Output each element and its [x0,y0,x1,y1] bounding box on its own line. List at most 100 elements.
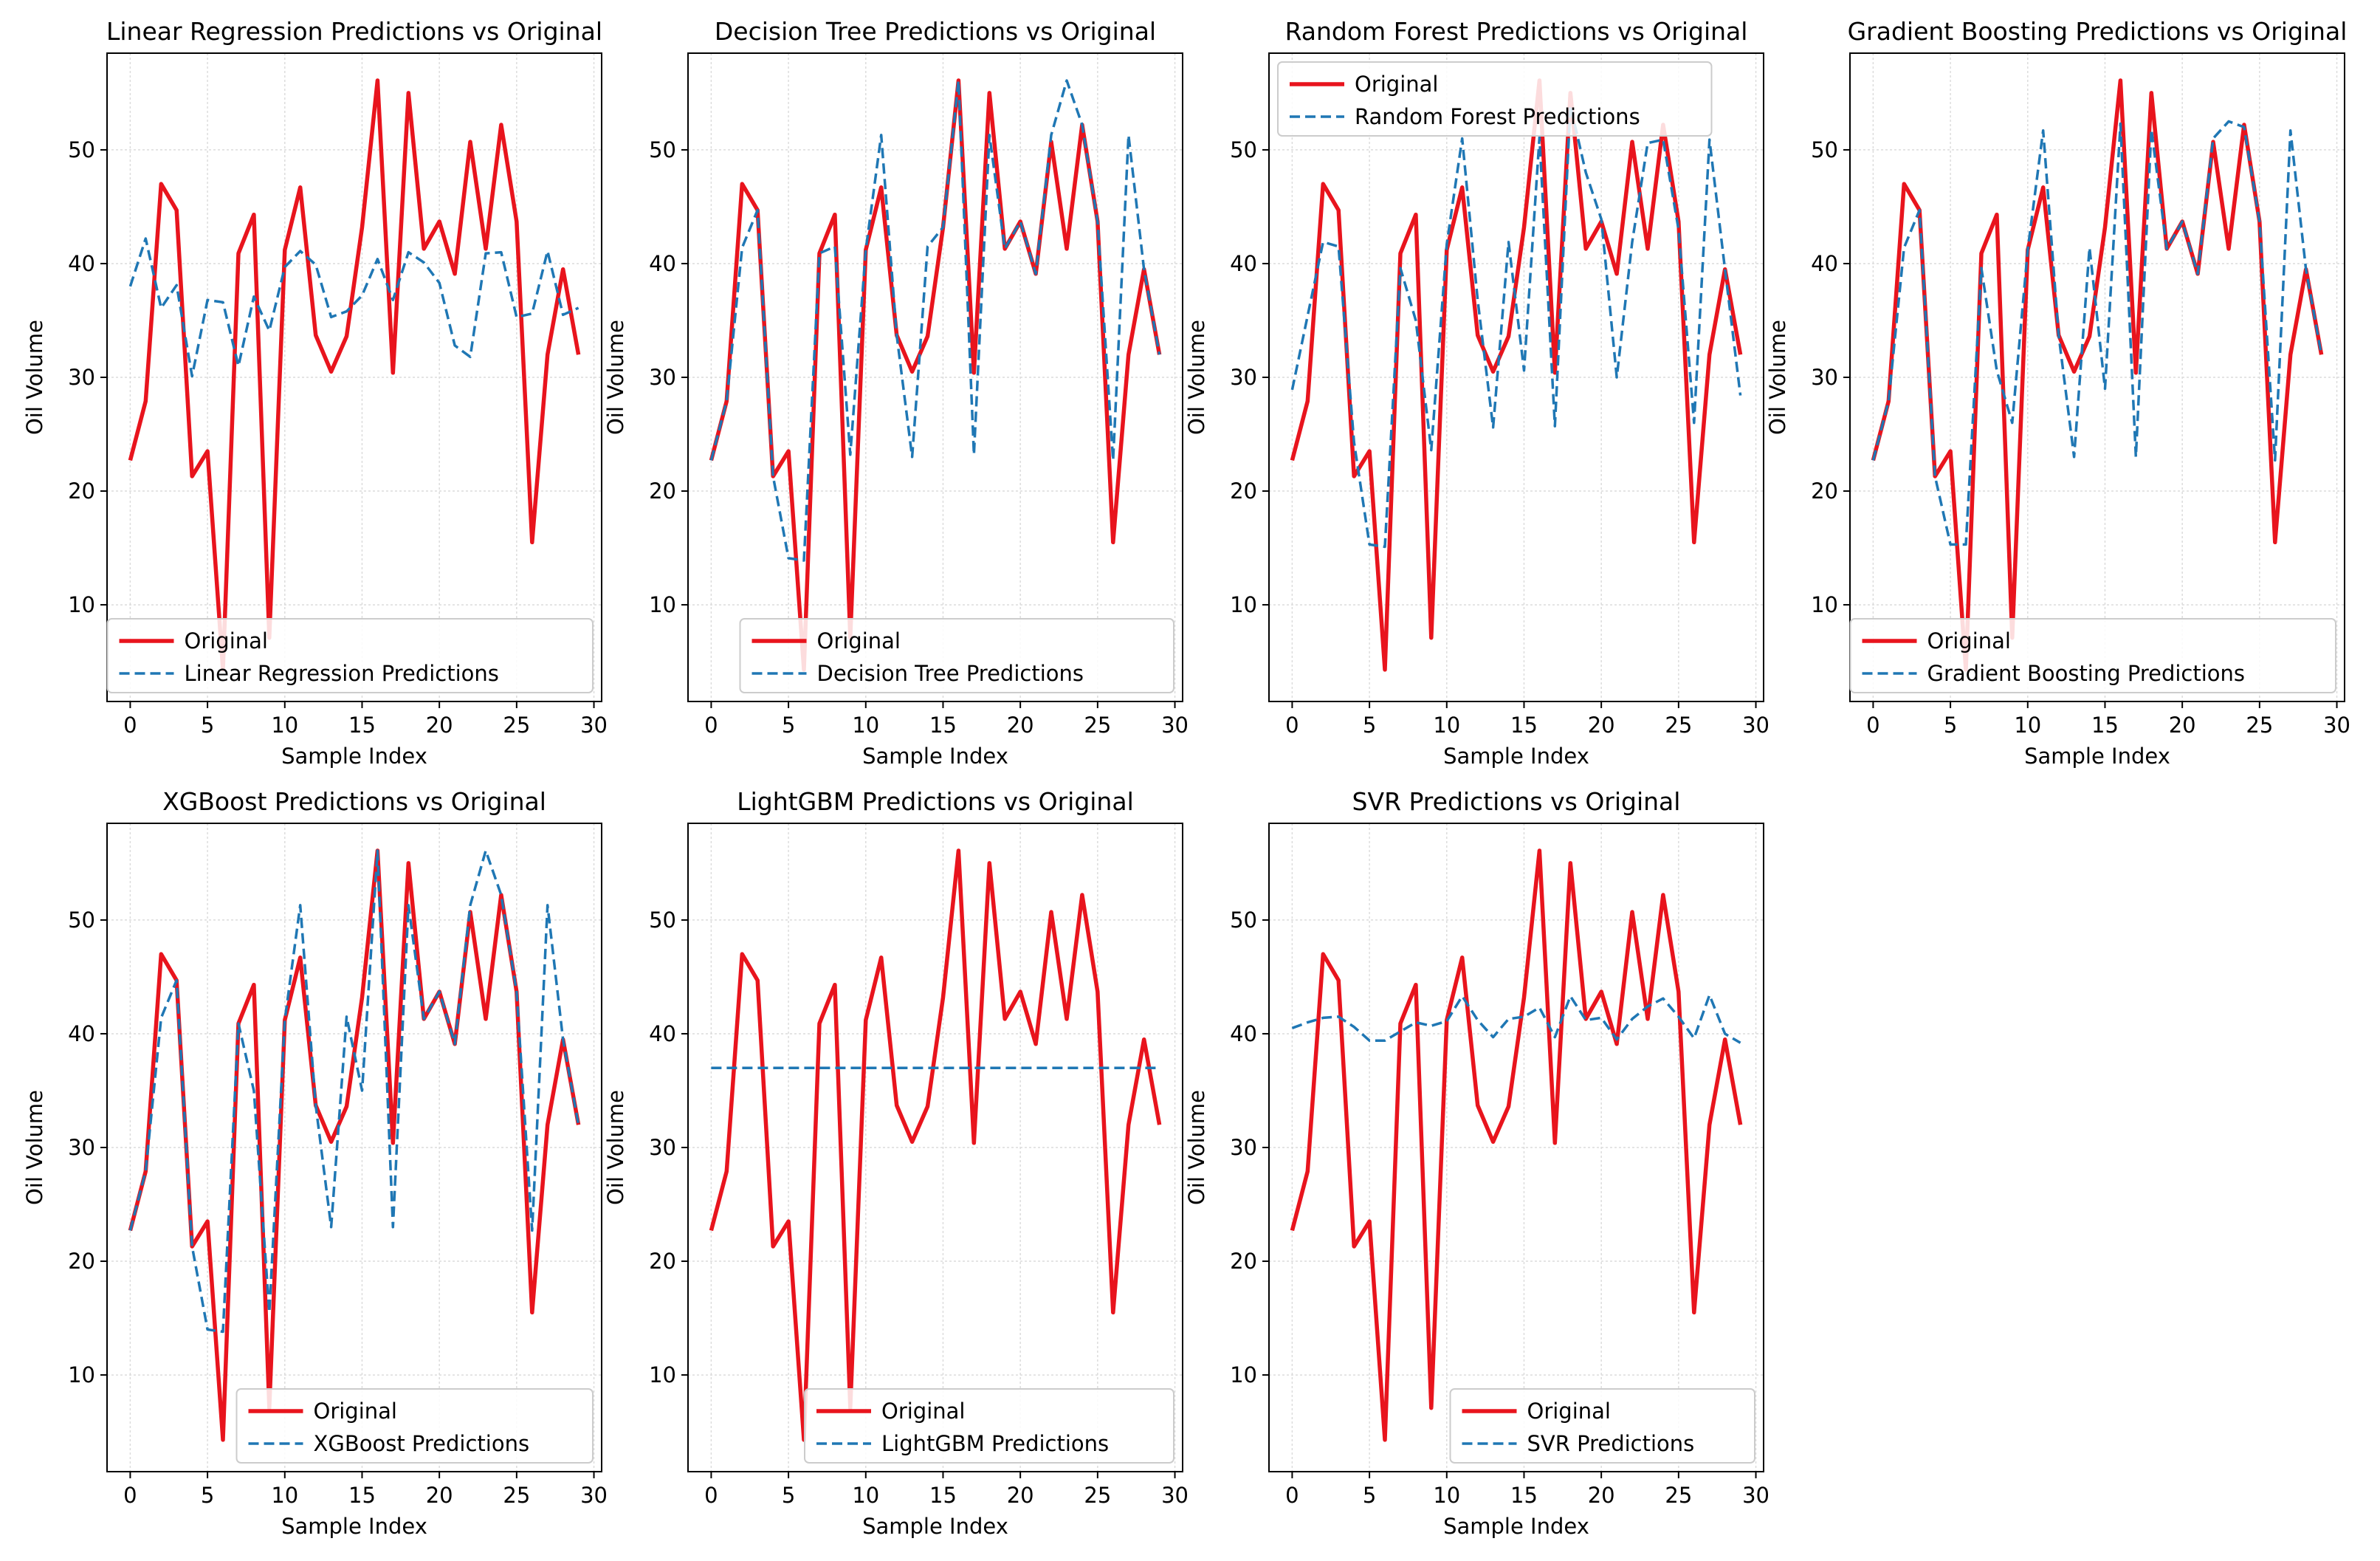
y-tick-label: 50 [68,137,95,162]
legend-label: Random Forest Predictions [1355,104,1640,129]
x-tick-label: 25 [503,713,530,738]
y-tick-label: 40 [68,1021,95,1046]
x-tick-label: 5 [1363,713,1376,738]
y-tick-label: 50 [68,908,95,933]
axes-frame [106,52,602,702]
original-line [128,78,581,672]
chart-title: XGBoost Predictions vs Original [162,787,546,816]
chart-title: LightGBM Predictions vs Original [737,787,1134,816]
legend-box [739,618,1174,693]
legend-label: Linear Regression Predictions [185,661,499,686]
x-axis-label: Sample Index [281,744,427,769]
y-tick-label: 20 [68,1249,95,1274]
y-tick-label: 10 [1811,592,1838,617]
y-tick-label: 40 [68,251,95,276]
y-tick-label: 10 [1230,1362,1257,1387]
prediction-line [128,849,580,1334]
original-line [709,848,1162,1442]
y-tick-label: 30 [1230,1135,1257,1160]
y-tick-label: 30 [68,1135,95,1160]
y-tick-label: 30 [68,365,95,390]
legend: Original Random Forest Predictions [1277,61,1713,137]
original-line [128,848,581,1442]
x-tick-label: 30 [1742,1483,1769,1508]
legend: Original LightGBM Predictions [804,1388,1174,1464]
y-tick-label: 50 [1230,908,1257,933]
y-tick-label: 10 [649,1362,676,1387]
y-tick-label: 20 [1230,478,1257,504]
y-tick-label: 10 [1230,592,1257,617]
x-axis-label: Sample Index [2024,744,2170,769]
subplot-3: 0 5 10 15 20 25 30 10 20 30 40 50 Sample Index Oil Vo… [1184,17,1769,769]
x-tick-label: 5 [201,1483,214,1508]
y-tick-label: 30 [649,365,676,390]
x-tick-label: 10 [271,1483,298,1508]
y-tick-label: 10 [649,592,676,617]
y-tick-label: 20 [1811,478,1838,504]
y-tick-label: 10 [68,592,95,617]
y-tick-label: 20 [68,478,95,504]
y-tick-label: 40 [1230,251,1257,276]
legend-box [1849,618,2336,693]
legend-label: Original [185,628,268,653]
chart-title: Gradient Boosting Predictions vs Origina… [1848,17,2348,46]
y-tick-label: 50 [1230,137,1257,162]
prediction-line [1871,120,2323,546]
legend: Original Gradient Boosting Predictions [1849,618,2336,693]
legend-label: Original [314,1399,397,1424]
y-tick-label: 40 [1230,1021,1257,1046]
y-tick-label: 50 [649,137,676,162]
x-tick-label: 0 [1866,713,1879,738]
chart-title: Random Forest Predictions vs Original [1285,17,1748,46]
x-tick-label: 5 [1363,1483,1376,1508]
x-tick-label: 0 [1285,1483,1299,1508]
y-tick-label: 20 [649,478,676,504]
prediction-line [1290,104,1742,549]
x-tick-label: 10 [1433,1483,1460,1508]
legend-label: SVR Predictions [1527,1431,1695,1456]
prediction-line [1291,993,1741,1044]
y-axis-label: Oil Volume [603,1090,628,1205]
x-tick-label: 5 [201,713,214,738]
x-tick-label: 30 [2323,713,2350,738]
original-line [1290,78,1743,672]
legend: Original Linear Regression Predictions [106,618,594,693]
x-tick-label: 15 [929,713,957,738]
subplot-6: 0 5 10 15 20 25 30 10 20 30 40 50 Sample Index Oil Vo… [603,787,1189,1539]
x-tick-label: 0 [123,1483,137,1508]
legend-label: XGBoost Predictions [314,1431,530,1456]
x-tick-label: 30 [1161,713,1189,738]
subplot-2: 0 5 10 15 20 25 30 10 20 30 40 50 Sample Index Oil Vo… [603,17,1189,769]
x-tick-label: 0 [123,713,137,738]
y-tick-label: 50 [1811,137,1838,162]
prediction-line [709,79,1161,562]
x-tick-label: 15 [929,1483,957,1508]
x-tick-label: 0 [704,713,718,738]
original-line [709,78,1162,672]
legend-label: Original [1527,1399,1611,1424]
y-axis-label: Oil Volume [1184,320,1209,435]
x-tick-label: 30 [580,1483,608,1508]
x-tick-label: 25 [2246,713,2273,738]
x-tick-label: 5 [1944,713,1957,738]
x-tick-label: 30 [580,713,608,738]
legend-box [1449,1388,1755,1464]
x-tick-label: 15 [348,713,376,738]
x-tick-label: 10 [1433,713,1460,738]
subplot-4: 0 5 10 15 20 25 30 10 20 30 40 50 Sample Index Oil Vo… [1765,17,2350,769]
y-tick-label: 30 [649,1135,676,1160]
legend-box [106,618,594,693]
x-tick-label: 20 [426,1483,453,1508]
x-axis-label: Sample Index [1443,744,1589,769]
x-tick-label: 5 [782,1483,795,1508]
x-tick-label: 25 [1084,1483,1111,1508]
axes-frame [687,823,1183,1472]
y-tick-label: 30 [1230,365,1257,390]
x-tick-label: 10 [852,1483,879,1508]
y-tick-label: 20 [1230,1249,1257,1274]
x-tick-label: 0 [1285,713,1299,738]
x-axis-label: Sample Index [281,1514,427,1539]
legend-box [804,1388,1174,1464]
original-line [1871,78,2324,672]
y-tick-label: 40 [649,251,676,276]
